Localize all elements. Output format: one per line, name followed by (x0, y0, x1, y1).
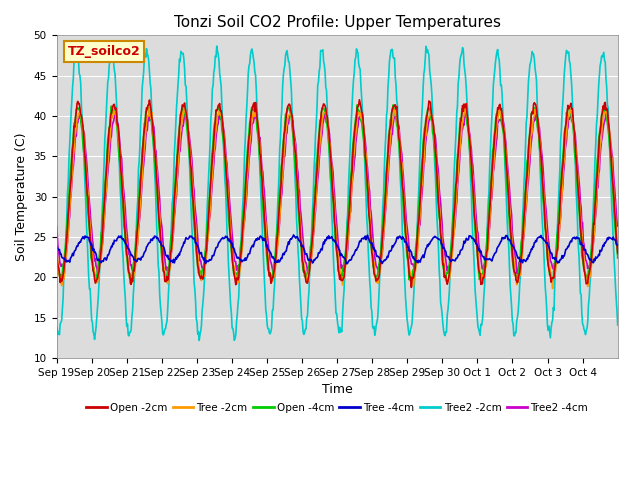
Line: Tree2 -2cm: Tree2 -2cm (56, 46, 618, 340)
Line: Open -2cm: Open -2cm (56, 100, 618, 288)
Open -4cm (118, 199, 126, 205)
Open -2cm (614, 251, 621, 256)
Open -2cm (250, 101, 257, 107)
Tree2 -4cm (252, 109, 260, 115)
Tree -2cm (428, 111, 435, 117)
Text: TZ_soilco2: TZ_soilco2 (68, 45, 141, 58)
Open -4cm (221, 167, 229, 172)
Tree -4cm (614, 242, 621, 248)
Tree2 -4cm (250, 120, 257, 126)
Tree2 -4cm (428, 114, 435, 120)
Tree -4cm (52, 242, 60, 248)
Tree2 -4cm (52, 223, 60, 229)
Tree2 -2cm (272, 244, 280, 250)
Tree -2cm (614, 246, 621, 252)
Tree -2cm (548, 286, 556, 291)
Tree -2cm (180, 102, 188, 108)
Tree2 -2cm (223, 228, 231, 234)
Tree2 -2cm (118, 245, 126, 251)
Open -2cm (408, 285, 415, 290)
Tree2 -2cm (195, 337, 203, 343)
Tree -4cm (397, 234, 404, 240)
Open -4cm (428, 117, 436, 122)
Tree -2cm (271, 266, 279, 272)
Tree -4cm (221, 233, 229, 239)
Open -4cm (250, 107, 257, 112)
Tree2 -4cm (396, 132, 403, 138)
Tree -4cm (118, 236, 126, 242)
Tree -2cm (223, 161, 230, 167)
Open -2cm (271, 266, 278, 272)
Tree2 -2cm (251, 69, 259, 75)
Tree2 -2cm (397, 178, 404, 183)
Title: Tonzi Soil CO2 Profile: Upper Temperatures: Tonzi Soil CO2 Profile: Upper Temperatur… (173, 15, 500, 30)
Tree2 -4cm (221, 146, 229, 152)
Tree2 -2cm (52, 323, 60, 329)
Open -2cm (428, 115, 436, 120)
Line: Tree2 -4cm: Tree2 -4cm (56, 112, 618, 274)
Tree2 -2cm (428, 91, 436, 97)
Tree2 -2cm (614, 322, 621, 328)
Tree -2cm (250, 108, 258, 114)
Open -2cm (52, 246, 60, 252)
Open -2cm (396, 139, 403, 144)
Tree -4cm (290, 232, 298, 238)
Open -4cm (407, 279, 415, 285)
Open -4cm (614, 255, 621, 261)
Tree2 -4cm (614, 223, 621, 229)
Open -2cm (356, 97, 364, 103)
Tree2 -4cm (118, 171, 126, 177)
Tree -4cm (428, 237, 436, 243)
Open -4cm (396, 152, 403, 158)
Tree -4cm (271, 256, 278, 262)
X-axis label: Time: Time (322, 383, 353, 396)
Tree -4cm (343, 261, 351, 267)
Line: Tree -4cm: Tree -4cm (56, 235, 618, 264)
Open -2cm (118, 189, 126, 195)
Tree -2cm (52, 239, 60, 245)
Tree -4cm (250, 244, 257, 250)
Open -4cm (52, 259, 60, 264)
Y-axis label: Soil Temperature (C): Soil Temperature (C) (15, 132, 28, 261)
Tree2 -4cm (271, 263, 279, 268)
Tree -2cm (118, 183, 126, 189)
Tree2 -2cm (213, 43, 221, 49)
Tree -2cm (396, 137, 403, 143)
Legend: Open -2cm, Tree -2cm, Open -4cm, Tree -4cm, Tree2 -2cm, Tree2 -4cm: Open -2cm, Tree -2cm, Open -4cm, Tree -4… (82, 399, 593, 417)
Open -4cm (271, 257, 278, 263)
Tree2 -4cm (514, 271, 522, 276)
Open -2cm (221, 157, 229, 163)
Open -4cm (353, 102, 361, 108)
Line: Open -4cm: Open -4cm (56, 105, 618, 282)
Line: Tree -2cm: Tree -2cm (56, 105, 618, 288)
